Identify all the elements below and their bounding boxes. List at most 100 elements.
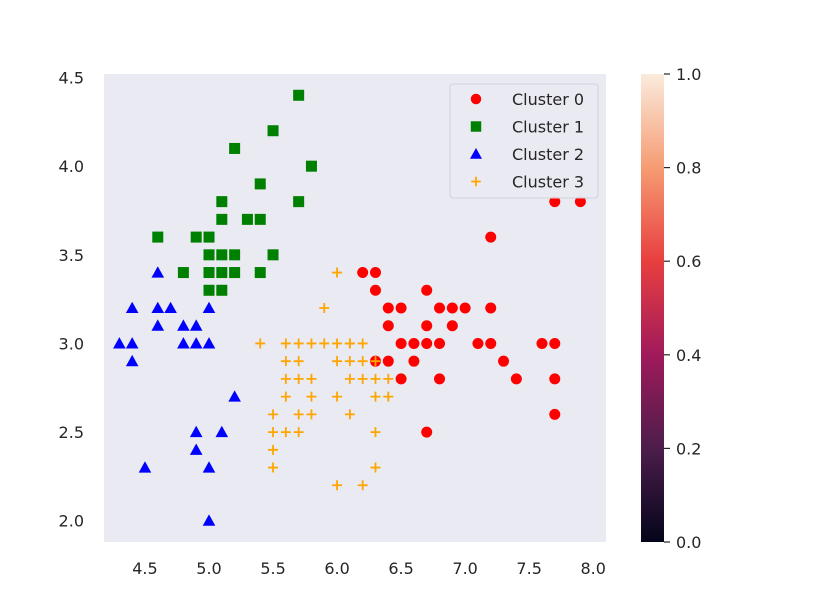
data-point — [177, 319, 190, 331]
data-points — [113, 89, 586, 526]
colorbar-gradient — [641, 74, 664, 542]
colorbar-tick-label: 0.0 — [676, 533, 701, 552]
data-point — [421, 320, 433, 332]
series-cluster-1 — [152, 89, 317, 296]
colorbar-tick-label: 0.8 — [676, 159, 701, 178]
data-point — [434, 337, 446, 349]
data-point — [305, 160, 317, 172]
legend-marker — [471, 176, 481, 187]
data-point — [344, 356, 355, 367]
data-point — [574, 196, 586, 208]
data-point — [421, 284, 433, 296]
data-point — [408, 337, 420, 349]
data-point — [280, 356, 291, 367]
legend-label: Cluster 2 — [512, 145, 584, 164]
legend-item: Cluster 0 — [470, 90, 584, 109]
data-point — [421, 337, 433, 349]
y-tick-label: 4.0 — [59, 157, 84, 176]
x-tick-label: 7.0 — [452, 559, 477, 578]
data-point — [203, 231, 215, 243]
x-tick-label: 8.0 — [580, 559, 605, 578]
data-point — [216, 249, 228, 261]
colorbar-tick-label: 0.6 — [676, 252, 701, 271]
data-point — [549, 196, 561, 208]
data-point — [485, 302, 497, 314]
data-point — [254, 213, 266, 225]
data-point — [382, 320, 394, 332]
data-point — [202, 337, 216, 349]
data-point — [357, 480, 368, 491]
data-point — [268, 409, 279, 420]
data-point — [395, 373, 407, 385]
legend-label: Cluster 0 — [512, 90, 584, 109]
y-tick-label: 2.0 — [59, 512, 84, 531]
data-point — [267, 249, 279, 261]
data-point — [370, 391, 381, 402]
data-point — [306, 391, 317, 402]
data-point — [306, 409, 317, 420]
data-point — [549, 337, 561, 349]
legend: Cluster 0 Cluster 1 Cluster 2 Cluster 3 — [449, 83, 599, 199]
x-tick-label: 6.5 — [388, 559, 413, 578]
data-point — [293, 373, 304, 384]
legend-marker — [470, 148, 482, 159]
data-point — [125, 301, 139, 314]
data-point — [268, 444, 279, 455]
data-point — [113, 337, 126, 349]
data-point — [177, 337, 190, 349]
data-point — [216, 267, 228, 279]
data-point — [472, 337, 484, 349]
legend-marker — [470, 93, 482, 105]
data-point — [164, 301, 177, 314]
data-point — [549, 373, 561, 385]
legend-item: Cluster 3 — [471, 173, 584, 192]
data-point — [268, 462, 279, 473]
legend-label: Cluster 3 — [512, 173, 584, 192]
data-point — [293, 196, 305, 208]
data-point — [536, 337, 548, 349]
x-tick-label: 7.5 — [516, 559, 541, 578]
data-point — [293, 409, 304, 420]
data-point — [202, 461, 216, 473]
data-point — [395, 337, 407, 349]
data-point — [189, 425, 203, 438]
data-point — [203, 267, 215, 279]
series-cluster-0 — [357, 196, 586, 438]
y-tick-label: 3.5 — [59, 246, 84, 265]
data-point — [319, 303, 330, 313]
data-point — [151, 319, 165, 331]
legend-marker — [470, 121, 482, 132]
data-point — [216, 284, 228, 296]
x-axis-ticks: 4.5 5.0 5.5 6.0 6.5 7.0 7.5 8.0 — [132, 559, 606, 578]
data-point — [151, 301, 165, 314]
data-point — [293, 356, 304, 367]
data-point — [293, 89, 305, 101]
data-point — [395, 302, 407, 314]
data-point — [280, 427, 291, 438]
data-point — [189, 319, 203, 331]
data-point — [203, 249, 215, 261]
data-point — [434, 302, 446, 314]
data-point — [434, 373, 446, 385]
data-point — [332, 480, 343, 491]
legend-box — [449, 83, 599, 199]
y-tick-label: 2.5 — [59, 423, 84, 442]
x-tick-label: 4.5 — [132, 559, 157, 578]
data-point — [357, 338, 368, 349]
data-point — [369, 284, 381, 296]
data-point — [280, 373, 291, 384]
series-cluster-2 — [113, 266, 241, 526]
data-point — [357, 267, 369, 279]
data-point — [344, 409, 355, 420]
data-point — [332, 391, 343, 402]
data-point — [357, 373, 368, 384]
data-point — [306, 373, 317, 384]
data-point — [280, 338, 291, 349]
data-point — [254, 178, 266, 190]
data-point — [203, 284, 215, 296]
data-point — [485, 231, 497, 243]
data-point — [229, 267, 241, 279]
data-point — [370, 427, 381, 438]
data-point — [370, 373, 381, 384]
